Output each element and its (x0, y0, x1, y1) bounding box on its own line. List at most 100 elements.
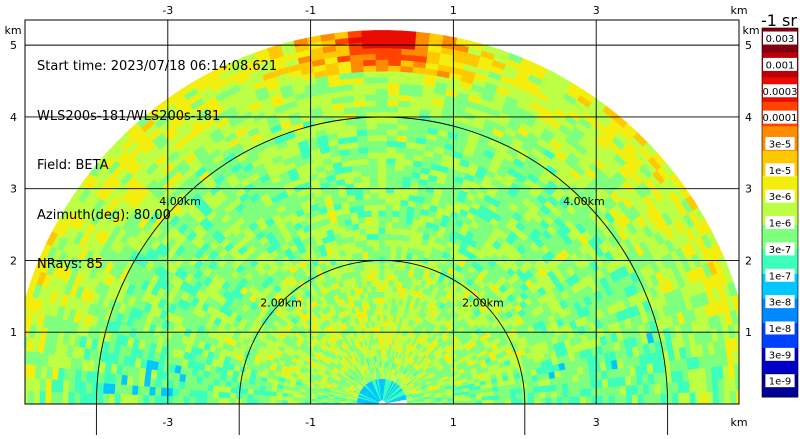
sector-cell (384, 343, 388, 351)
sector-cell (634, 184, 648, 199)
sector-cell (506, 52, 523, 64)
sector-cell (444, 382, 452, 388)
sector-cell (382, 343, 386, 350)
sector-cell (395, 363, 400, 371)
sector-cell (473, 228, 484, 238)
sector-cell (366, 375, 371, 382)
sector-cell (675, 201, 689, 217)
sector-cell (685, 255, 698, 271)
sector-cell (223, 202, 235, 214)
sector-cell (289, 147, 302, 158)
sector-cell (605, 222, 618, 236)
sector-cell (653, 200, 667, 216)
sector-cell (379, 267, 385, 275)
sector-cell (406, 343, 412, 351)
sector-cell (557, 196, 571, 209)
sector-cell (539, 397, 547, 404)
sector-cell (414, 348, 420, 355)
sector-cell (408, 357, 414, 365)
sector-cell (643, 159, 658, 175)
sector-cell (584, 262, 596, 275)
sector-cell (509, 383, 517, 390)
sector-cell (578, 380, 587, 390)
sector-cell (623, 249, 636, 263)
sector-cell (579, 266, 591, 278)
sector-cell (735, 308, 739, 324)
sector-cell (393, 181, 403, 189)
sector-cell (355, 348, 360, 356)
sector-cell (410, 319, 416, 327)
sector-cell (373, 262, 380, 269)
sector-cell (387, 35, 403, 43)
sector-cell (614, 394, 622, 404)
sector-cell (366, 309, 371, 317)
sector-cell (566, 151, 581, 165)
sector-cell (401, 246, 409, 254)
sector-cell (646, 362, 655, 375)
sector-cell (343, 355, 350, 363)
sector-cell (398, 352, 403, 360)
sector-cell (407, 372, 413, 379)
sector-cell (592, 157, 606, 171)
sector-cell (504, 389, 512, 395)
sector-cell (404, 390, 411, 395)
sector-cell (389, 367, 393, 375)
sector-cell (261, 178, 274, 189)
sector-cell (415, 341, 421, 349)
sector-cell (319, 33, 335, 42)
sector-cell (364, 93, 377, 101)
sector-cell (376, 134, 387, 142)
sector-cell (353, 349, 358, 357)
sector-cell (146, 105, 162, 120)
sector-cell (385, 186, 394, 194)
sector-cell (397, 94, 411, 102)
sector-cell (284, 161, 296, 172)
sector-cell (262, 197, 274, 209)
sector-cell (412, 354, 419, 361)
sector-cell (458, 80, 473, 90)
sector-cell (244, 147, 258, 159)
sector-cell (384, 215, 393, 223)
sector-cell (244, 63, 261, 75)
sector-cell (510, 110, 525, 122)
beta-sector (25, 30, 739, 404)
sector-cell (664, 238, 676, 253)
sector-cell (556, 390, 564, 398)
sector-cell (391, 350, 395, 358)
sector-cell (412, 314, 418, 322)
sector-cell (407, 241, 416, 249)
sector-cell (647, 372, 656, 385)
sector-cell (490, 197, 502, 208)
sector-cell (471, 119, 485, 130)
sector-cell (157, 119, 173, 134)
sector-cell (220, 126, 235, 139)
sector-cell (659, 267, 671, 282)
sector-cell (356, 251, 364, 260)
sector-cell (609, 312, 619, 324)
sector-cell (391, 216, 400, 223)
sector-cell (387, 373, 390, 380)
sector-cell (672, 186, 686, 203)
sector-cell (401, 383, 407, 389)
sector-cell (275, 140, 288, 151)
sector-cell (556, 272, 567, 284)
sector-cell (219, 198, 232, 210)
sector-cell (404, 217, 413, 225)
sector-cell (387, 47, 402, 55)
sector-cell (490, 59, 506, 70)
sector-cell (619, 376, 627, 387)
sector-cell (281, 396, 288, 401)
sector-cell (520, 376, 528, 384)
sector-cell (401, 281, 407, 289)
sector-cell (341, 95, 355, 103)
sector-cell (512, 367, 520, 375)
sector-cell (560, 258, 571, 270)
sector-cell (393, 362, 397, 370)
sector-cell (358, 158, 369, 166)
sector-cell (417, 394, 425, 398)
sector-cell (389, 349, 393, 357)
sector-cell (528, 187, 541, 199)
sector-cell (363, 345, 368, 353)
sector-cell (550, 112, 565, 125)
sector-cell (661, 303, 672, 318)
